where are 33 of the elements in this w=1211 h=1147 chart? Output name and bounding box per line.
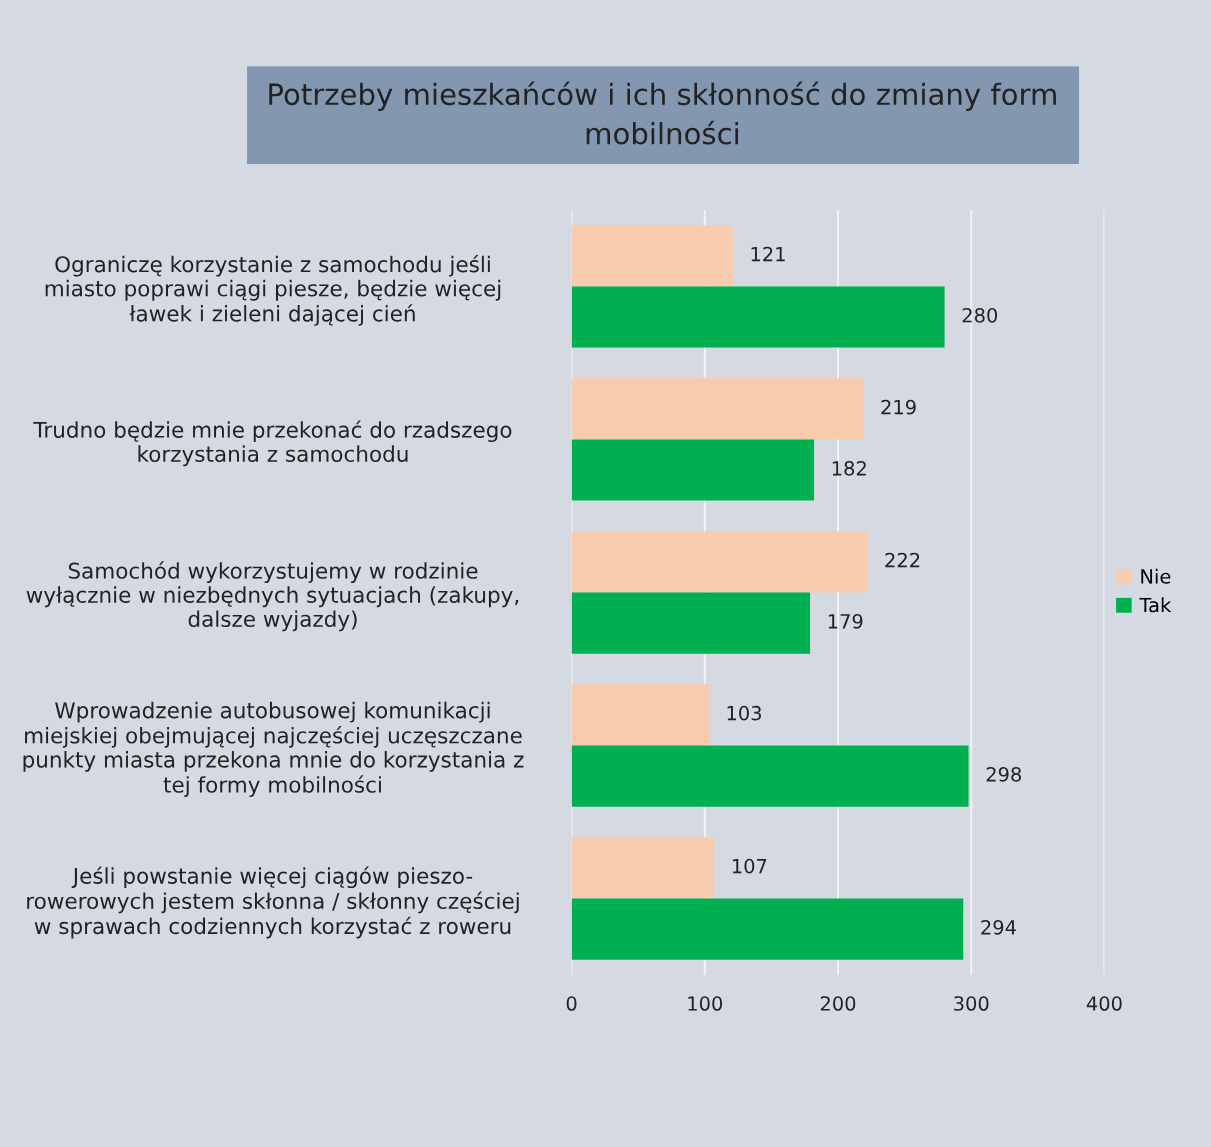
x-tick-label: 400 bbox=[1086, 996, 1122, 1011]
x-tick-label: 100 bbox=[688, 996, 723, 1011]
data-label: 121 bbox=[751, 246, 785, 262]
bar bbox=[571, 439, 815, 501]
y-tick-label: Ograniczę korzystanie z samochodu jeśli miasto poprawi ciągi piesze, będzie więcej ławek i zieleni dającej cień bbox=[45, 254, 501, 326]
data-label: 298 bbox=[986, 766, 1022, 782]
legend-label: Nie bbox=[1141, 568, 1171, 584]
data-label: 179 bbox=[828, 613, 863, 629]
bar bbox=[571, 531, 868, 593]
x-tick-label: 300 bbox=[954, 996, 989, 1011]
data-label: 280 bbox=[962, 307, 998, 323]
bar bbox=[571, 225, 733, 287]
bar bbox=[571, 898, 964, 960]
data-label: 103 bbox=[727, 705, 762, 721]
x-tick-label: 0 bbox=[566, 996, 577, 1011]
bar bbox=[571, 837, 715, 899]
bar bbox=[571, 378, 864, 440]
bar bbox=[571, 592, 811, 654]
data-label: 294 bbox=[981, 919, 1016, 935]
y-tick-label: Trudno będzie mnie przekonać do rzadszego korzystania z samochodu bbox=[33, 420, 512, 467]
data-label: 222 bbox=[885, 552, 920, 568]
bar bbox=[571, 745, 969, 807]
y-tick-label: Jeśli powstanie więcej ciągów pieszo- rowerowych jestem skłonna / skłonny częściej w sprawach codziennych korzystać z roweru bbox=[27, 866, 519, 939]
y-tick-label: Wprowadzenie autobusowej komunikacji miejskiej obejmującej najczęściej uczęszczane punkty miasta przekona mnie do korzystania z tej formy mobilności bbox=[23, 701, 524, 798]
data-label: 182 bbox=[832, 460, 866, 476]
y-tick-label: Samochód wykorzystujemy w rodzinie wyłącznie w niezbędnych sytuacjach (zakupy, dalsze wyjazdy) bbox=[26, 561, 519, 632]
bar bbox=[571, 286, 945, 348]
x-tick-label: 200 bbox=[820, 996, 856, 1011]
data-label: 219 bbox=[881, 399, 916, 415]
data-label: 107 bbox=[732, 858, 767, 874]
bar bbox=[571, 684, 709, 746]
chart-title: Potrzeby mieszkańców i ich skłonność do zmiany form mobilności bbox=[269, 81, 1056, 145]
legend-label: Tak bbox=[1139, 597, 1172, 613]
